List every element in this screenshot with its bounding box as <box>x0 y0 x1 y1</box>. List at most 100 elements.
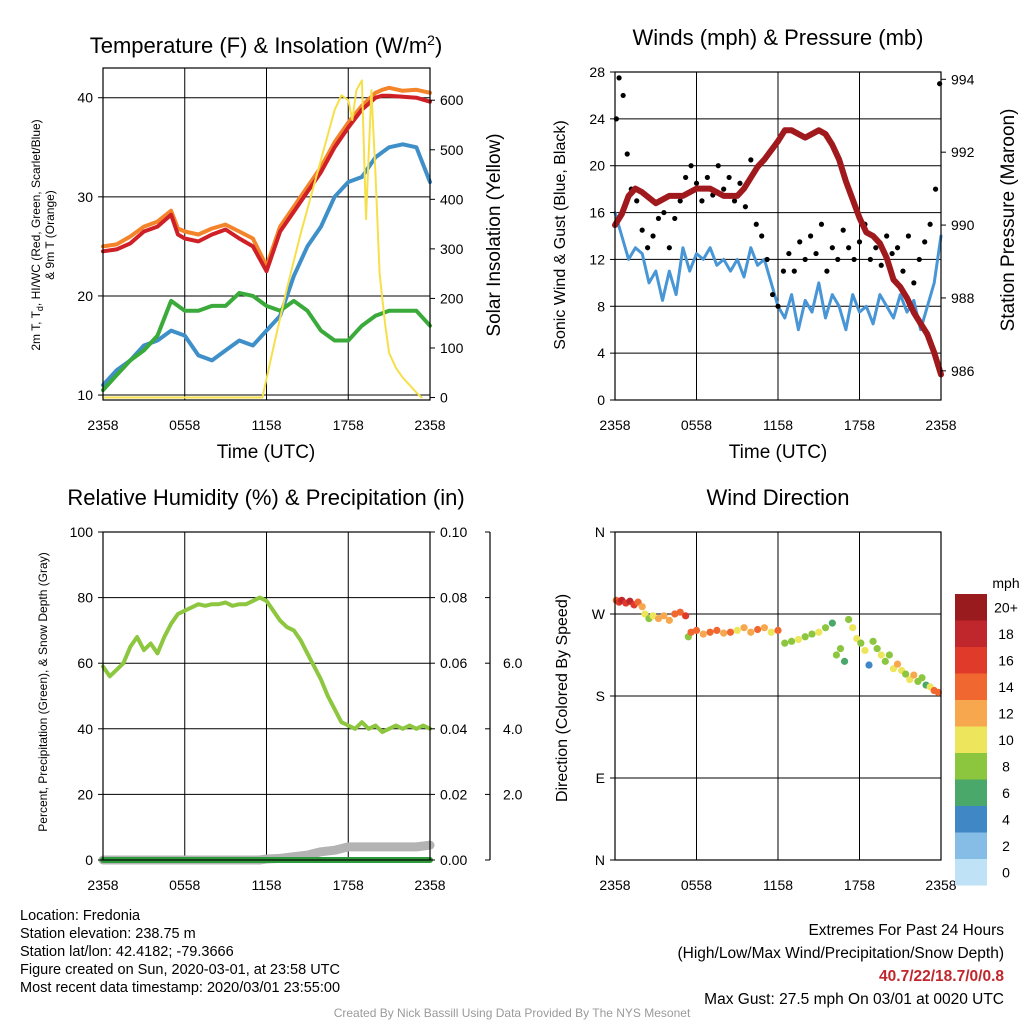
wind-gust-point <box>620 92 626 99</box>
dir-point <box>869 637 877 645</box>
rh-ytick-label: 40 <box>77 721 93 737</box>
wind-y2tick-label: 994 <box>951 71 975 87</box>
extremes-title: Extremes For Past 24 Hours <box>808 922 1004 939</box>
wind-gust-point <box>759 233 765 239</box>
wind-gust-point <box>650 233 656 239</box>
temp-xtick-label: 1158 <box>251 417 281 433</box>
temp-series-1 <box>101 93 432 274</box>
temp-xtick-label: 0558 <box>169 417 200 433</box>
dir-ytick-label: S <box>596 688 605 704</box>
colorbar-swatch <box>955 594 987 621</box>
dir-point <box>849 624 857 632</box>
temp-y2tick-label: 200 <box>440 290 464 306</box>
wind-gust-point <box>699 198 705 204</box>
wind-gust-point <box>639 227 645 233</box>
colorbar-label: 8 <box>1002 758 1010 774</box>
rh-humidity-series <box>101 595 432 735</box>
temp-xlabel: Time (UTC) <box>217 442 316 463</box>
dir-point <box>699 630 707 638</box>
colorbar-swatch <box>955 779 987 806</box>
wind-ytick-label: 20 <box>589 158 605 174</box>
wind-gust-point <box>802 256 808 263</box>
wind-gust-point <box>731 198 738 204</box>
wind-gust-point <box>775 303 781 309</box>
wind-gust-point <box>715 163 721 169</box>
dir-point <box>774 626 782 635</box>
recent-text: Most recent data timestamp: 2020/03/01 2… <box>20 980 341 996</box>
colorbar-label: 14 <box>998 679 1014 695</box>
wind-y2tick-label: 988 <box>951 290 975 306</box>
dir-ytick-label: E <box>596 770 605 786</box>
created-text: Figure created on Sun, 2020-03-01, at 23… <box>20 962 340 978</box>
rh-ylabel-left: Percent, Precipitation (Green), & Snow D… <box>36 552 50 831</box>
colorbar-swatch <box>955 832 987 859</box>
svg-text:& 9m T (Orange): & 9m T (Orange) <box>43 190 57 280</box>
dir-point <box>682 612 690 620</box>
rh-y2tick-label: 0.04 <box>440 721 467 737</box>
wind-y2tick-label: 992 <box>951 144 975 160</box>
temp-xtick-label: 2358 <box>87 417 118 433</box>
colorbar-label: 20+ <box>994 599 1018 615</box>
rh-title: Relative Humidity (%) & Precipitation (i… <box>67 485 464 510</box>
dir-point <box>767 628 775 636</box>
dir-point <box>726 628 735 636</box>
rh-y2tick-label: 0.10 <box>440 524 467 540</box>
wind-gust-point <box>645 245 651 251</box>
dir-point <box>918 674 926 682</box>
dir-point <box>861 646 869 655</box>
wind-xtick-label: 2358 <box>925 417 956 433</box>
dir-point <box>845 615 853 624</box>
dir-xtick-label: 1758 <box>844 877 875 893</box>
temp-ylabel-left: 2m T, Td, HI/WC (Red, Green, Scarlet/Blu… <box>29 119 57 350</box>
dir-point <box>902 670 910 678</box>
temp-xtick-label: 1758 <box>333 417 364 433</box>
credit-text: Created By Nick Bassill Using Data Provi… <box>333 1006 691 1020</box>
rh-xtick-label: 2358 <box>87 877 118 893</box>
temp-y2tick-label: 0 <box>440 390 448 406</box>
colorbar: 20+ 18 16 14 12 10 8 6 4 2 0 <box>955 594 1018 886</box>
colorbar-title: mph <box>992 575 1019 591</box>
colorbar-swatch <box>955 647 987 674</box>
dir-point <box>692 626 701 635</box>
rh-snow-tick-label: 2.0 <box>503 786 523 802</box>
wind-gust-point <box>846 245 852 251</box>
wind-gust-point <box>688 163 694 169</box>
extremes-values: 40.7/22/18.7/0/0.8 <box>879 968 1004 985</box>
dir-xtick-label: 1158 <box>763 877 793 893</box>
wind-gust-point <box>737 180 743 186</box>
rh-snow-tick-label: 6.0 <box>503 655 523 671</box>
colorbar-swatch <box>955 620 987 647</box>
colorbar-label: 16 <box>998 652 1014 668</box>
temp-series-3 <box>101 291 432 393</box>
dir-xtick-label: 0558 <box>681 877 712 893</box>
colorbar-label: 6 <box>1002 785 1010 801</box>
dir-point <box>910 671 918 679</box>
dir-point <box>733 626 741 635</box>
wind-gust-point <box>721 186 727 192</box>
colorbar-swatch <box>955 753 987 780</box>
rh-ytick-label: 0 <box>85 852 93 868</box>
wind-gust-point <box>726 174 732 181</box>
dir-title: Wind Direction <box>706 485 849 510</box>
wind-xtick-label: 1158 <box>763 417 793 433</box>
wind-gust-point <box>704 174 710 181</box>
rh-snow-tick-label: 4.0 <box>503 721 523 737</box>
dir-point <box>794 635 802 644</box>
dir-point <box>881 657 889 665</box>
colorbar-swatch <box>955 859 987 886</box>
wind-xtick-label: 2358 <box>599 417 630 433</box>
wind-gust-point <box>835 256 841 263</box>
temp-xtick-label: 2358 <box>414 417 445 433</box>
temp-ytick-label: 30 <box>77 189 93 205</box>
colorbar-swatch <box>955 726 987 753</box>
dir-point <box>660 612 668 620</box>
temp-ytick-label: 10 <box>77 387 93 403</box>
wind-xtick-label: 0558 <box>681 417 712 433</box>
dir-point <box>865 661 873 669</box>
wind-gust-point <box>769 291 776 298</box>
wind-series-2 <box>612 127 944 378</box>
wind-gust-point <box>894 245 901 251</box>
colorbar-swatch <box>955 673 987 700</box>
wind-gust-point <box>911 280 917 286</box>
